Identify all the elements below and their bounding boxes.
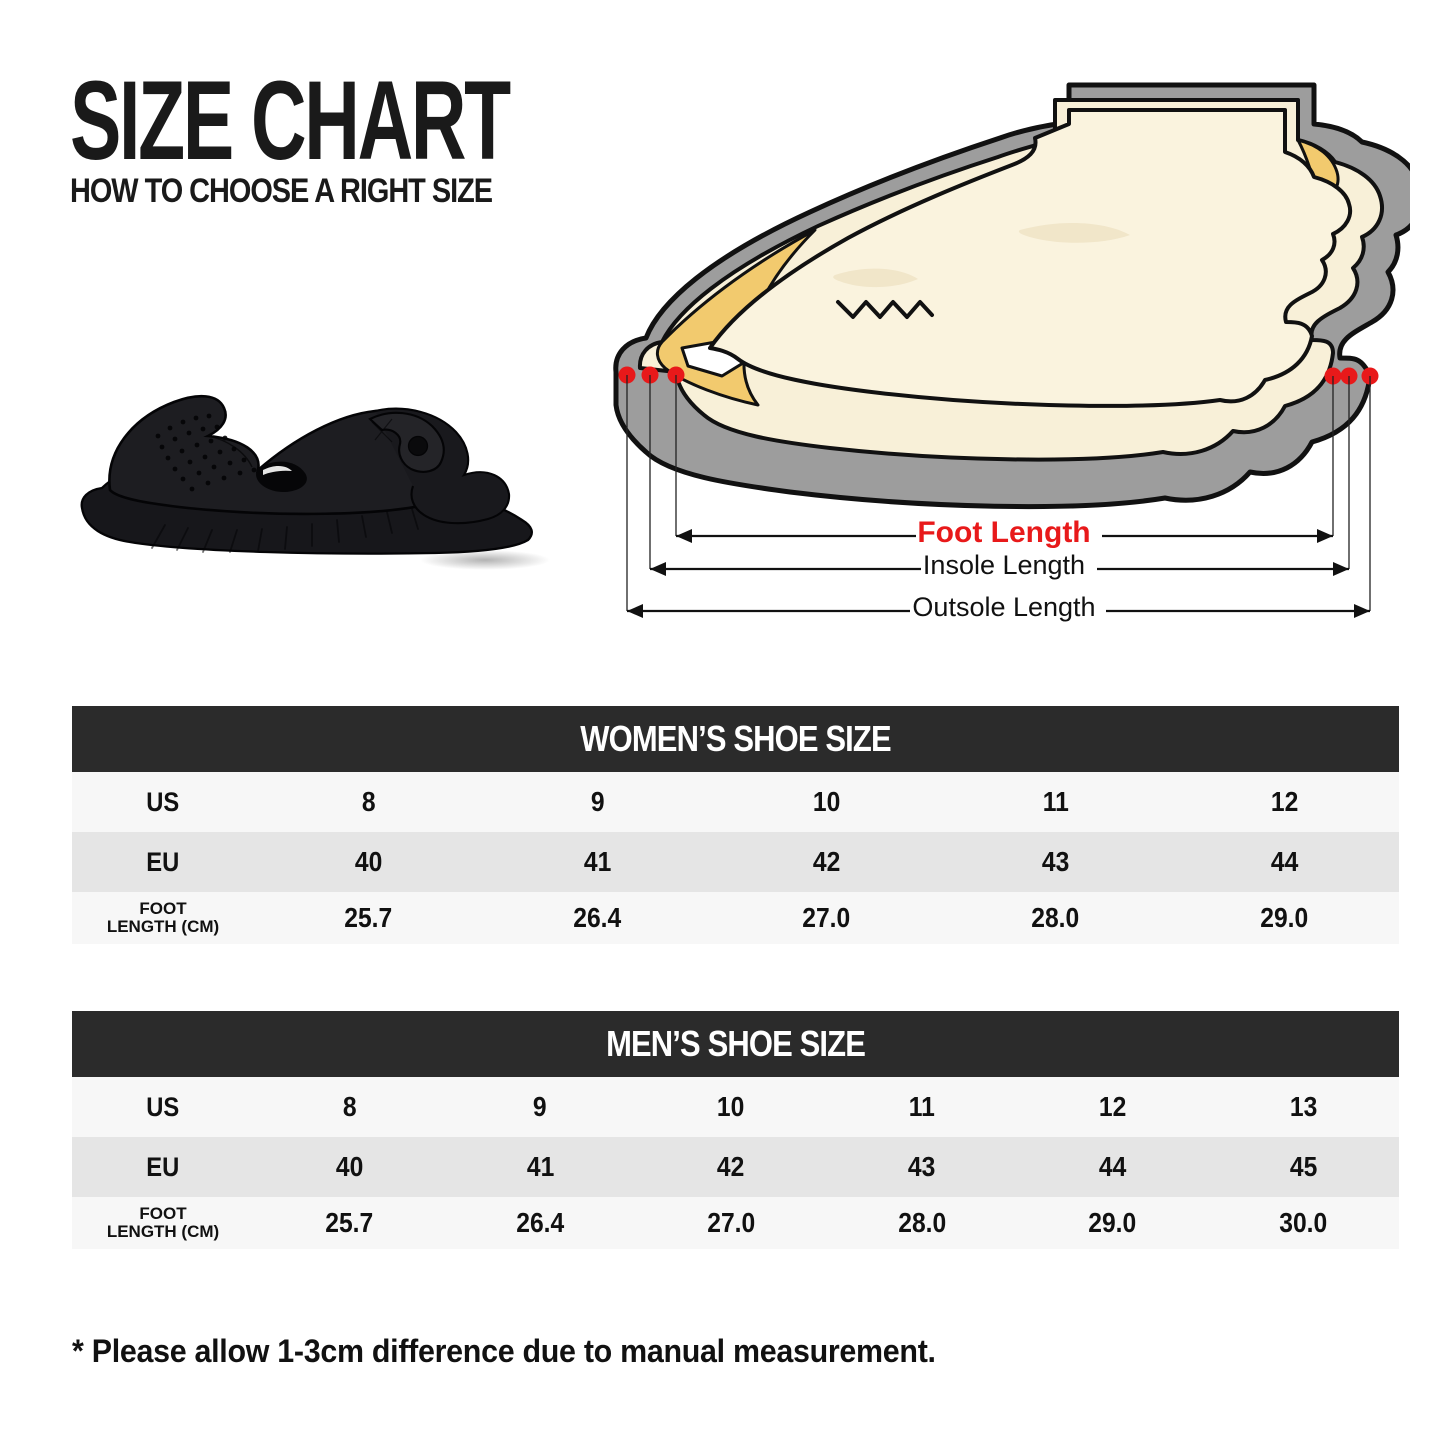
svg-text:Foot Length: Foot Length bbox=[917, 516, 1090, 549]
svg-text:Insole Length: Insole Length bbox=[923, 550, 1085, 580]
svg-text:Outsole Length: Outsole Length bbox=[912, 592, 1095, 622]
